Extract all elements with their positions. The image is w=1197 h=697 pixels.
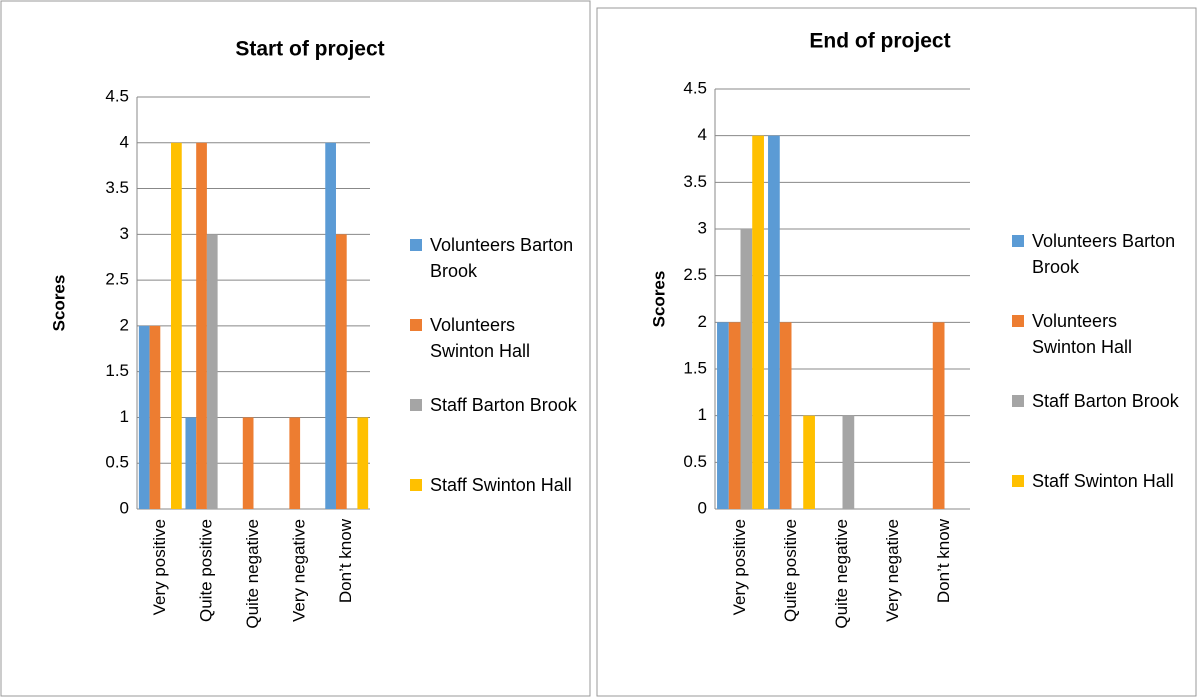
legend-swatch bbox=[410, 319, 422, 331]
x-tick-label: Very positive bbox=[150, 519, 169, 615]
legend-swatch bbox=[1012, 235, 1024, 247]
legend-label: Staff Barton Brook bbox=[430, 395, 577, 415]
bar bbox=[206, 234, 218, 510]
x-tick-label: Very negative bbox=[883, 519, 902, 622]
legend-label: Volunteers Swinton Hall bbox=[430, 315, 531, 361]
bar bbox=[803, 415, 815, 509]
y-tick-label: 3 bbox=[698, 218, 707, 237]
x-tick-label: Don’t know bbox=[934, 518, 953, 603]
legend-item: Staff Barton Brook bbox=[1012, 388, 1182, 414]
y-tick-label: 2 bbox=[698, 312, 707, 331]
panel-border bbox=[0, 0, 591, 697]
bar bbox=[728, 322, 741, 509]
legend-swatch bbox=[410, 479, 422, 491]
legend-item: Volunteers Barton Brook bbox=[410, 232, 580, 284]
bar bbox=[242, 417, 254, 509]
y-tick-label: 2.5 bbox=[683, 265, 707, 284]
bar bbox=[932, 322, 945, 509]
bar bbox=[196, 142, 207, 509]
legend-item: Staff Barton Brook bbox=[410, 392, 580, 418]
legend-swatch bbox=[410, 239, 422, 251]
y-tick-label: 0 bbox=[698, 498, 707, 517]
panel-border bbox=[596, 7, 1197, 697]
legend-swatch bbox=[1012, 395, 1024, 407]
legend-label: Volunteers Swinton Hall bbox=[1032, 311, 1133, 357]
y-tick-label: 4 bbox=[120, 132, 129, 151]
bar bbox=[171, 142, 182, 509]
x-tick-label: Quite negative bbox=[832, 519, 851, 629]
y-tick-label: 4.5 bbox=[105, 86, 129, 105]
x-tick-label: Quite positive bbox=[196, 519, 215, 622]
chart-title: End of project bbox=[809, 30, 950, 53]
y-tick-label: 2.5 bbox=[105, 270, 129, 289]
bar bbox=[779, 322, 792, 509]
bar bbox=[357, 417, 369, 509]
y-tick-label: 4.5 bbox=[683, 78, 707, 97]
legend-item: Volunteers Swinton Hall bbox=[1012, 308, 1182, 360]
legend-label: Staff Swinton Hall bbox=[430, 475, 572, 495]
y-axis-label: Scores bbox=[649, 271, 668, 328]
x-tick-label: Don’t know bbox=[336, 518, 355, 603]
bar bbox=[149, 325, 161, 509]
y-tick-label: 3.5 bbox=[105, 178, 129, 197]
y-tick-label: 0.5 bbox=[683, 452, 707, 471]
y-tick-label: 0.5 bbox=[105, 453, 129, 472]
bar bbox=[138, 325, 150, 509]
bar bbox=[752, 135, 764, 509]
y-tick-label: 1.5 bbox=[683, 358, 707, 377]
y-tick-label: 1 bbox=[698, 405, 707, 424]
legend-label: Staff Swinton Hall bbox=[1032, 471, 1174, 491]
bar bbox=[325, 142, 336, 509]
legend-item: Staff Swinton Hall bbox=[1012, 468, 1182, 494]
legend-label: Volunteers Barton Brook bbox=[430, 235, 574, 281]
bar bbox=[842, 415, 855, 509]
legend-label: Volunteers Barton Brook bbox=[1032, 231, 1176, 277]
y-tick-label: 1 bbox=[120, 407, 129, 426]
bar bbox=[289, 417, 301, 509]
bar bbox=[335, 234, 347, 510]
legend-swatch bbox=[410, 399, 422, 411]
legend-label: Staff Barton Brook bbox=[1032, 391, 1179, 411]
x-tick-label: Quite positive bbox=[781, 519, 800, 622]
chart-title: Start of project bbox=[235, 38, 384, 61]
legend-item: Staff Swinton Hall bbox=[410, 472, 580, 498]
y-axis-label: Scores bbox=[49, 275, 68, 332]
y-tick-label: 0 bbox=[120, 498, 129, 517]
legend-item: Volunteers Barton Brook bbox=[1012, 228, 1182, 280]
legend-swatch bbox=[1012, 315, 1024, 327]
legend-item: Volunteers Swinton Hall bbox=[410, 312, 580, 364]
bar bbox=[717, 322, 729, 509]
y-tick-label: 3.5 bbox=[683, 172, 707, 191]
bar bbox=[768, 135, 780, 509]
y-tick-label: 4 bbox=[698, 125, 707, 144]
y-tick-label: 1.5 bbox=[105, 361, 129, 380]
x-tick-label: Quite negative bbox=[243, 519, 262, 629]
y-tick-label: 3 bbox=[120, 224, 129, 243]
x-tick-label: Very negative bbox=[290, 519, 309, 622]
y-tick-label: 2 bbox=[120, 315, 129, 334]
x-tick-label: Very positive bbox=[730, 519, 749, 615]
bar bbox=[185, 417, 197, 509]
bar bbox=[740, 229, 753, 509]
legend-swatch bbox=[1012, 475, 1024, 487]
